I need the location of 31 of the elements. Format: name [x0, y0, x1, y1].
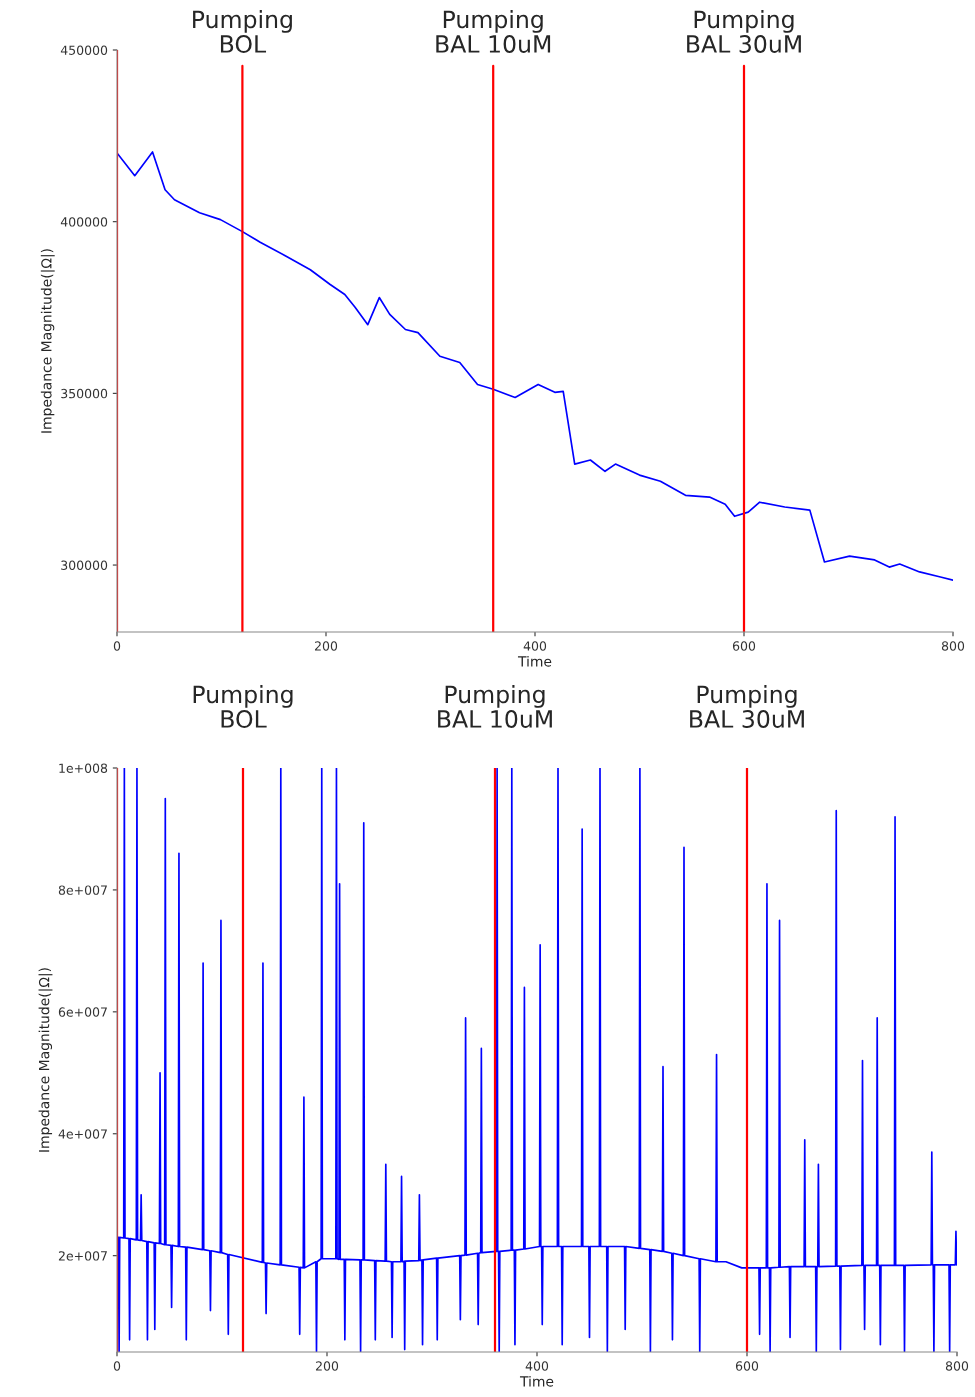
ref-line-label: Pumping BOL	[193, 10, 292, 53]
ref-line-label: Pumping BOL	[193, 685, 293, 728]
y-tick-label: 4e+007	[58, 1129, 107, 1139]
line-series	[117, 768, 957, 1352]
y-tick-label: 400000	[60, 217, 108, 227]
ref-line-label: Pumping BAL 30uM	[690, 685, 804, 728]
y-tick-label: 6e+007	[58, 1007, 107, 1017]
x-tick-label: 400	[523, 641, 547, 651]
y-tick-label: 300000	[61, 560, 108, 570]
ref-line-label: Pumping BAL 10uM	[438, 685, 552, 728]
y-axis-title: Impedance Magnitude(|Ω|)	[40, 249, 55, 433]
x-axis-title: Time	[517, 655, 552, 667]
x-tick-label: 800	[941, 641, 965, 651]
y-tick-label: 2e+007	[58, 1251, 107, 1261]
x-tick-label: 200	[315, 1361, 339, 1371]
y-tick-label: 350000	[61, 388, 108, 399]
y-tick-label: 1e+008	[59, 763, 108, 773]
y-tick-label: 8e+007	[58, 885, 107, 895]
y-tick-label: 450000	[60, 45, 108, 55]
x-tick-label: 200	[314, 641, 338, 651]
line-series	[117, 151, 953, 581]
x-axis-title: Time	[519, 1375, 554, 1387]
y-axis-title: Impedance Magnitude(|Ω|)	[38, 968, 53, 1152]
x-tick-label: 400	[525, 1361, 549, 1371]
x-tick-label: 600	[732, 641, 756, 651]
ref-line-label: Pumping BAL 10uM	[436, 10, 551, 53]
x-tick-label: 600	[735, 1361, 759, 1371]
x-tick-label: 0	[113, 1361, 121, 1371]
ref-line-label: Pumping BAL 30uM	[687, 10, 801, 53]
x-tick-label: 0	[113, 641, 121, 651]
x-tick-label: 800	[945, 1361, 969, 1371]
